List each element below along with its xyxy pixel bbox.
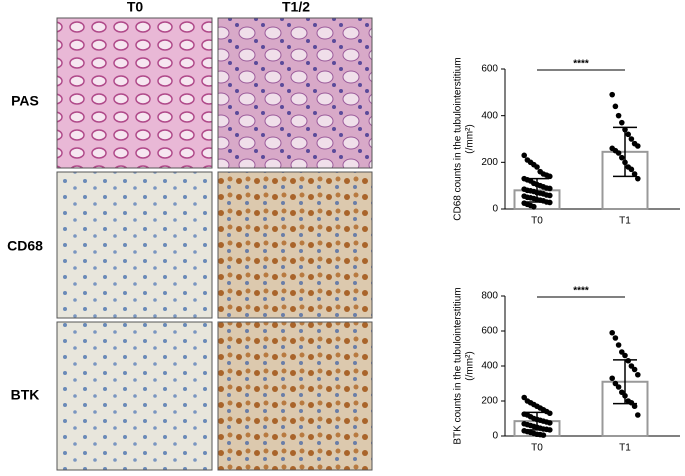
significance-label: **** xyxy=(573,59,589,70)
y-axis-label: (/mm²) xyxy=(465,351,476,380)
y-tick-label: 400 xyxy=(481,110,498,121)
x-tick-label: T1 xyxy=(619,443,631,454)
data-point xyxy=(631,171,638,177)
y-tick-label: 200 xyxy=(481,396,498,407)
data-point xyxy=(547,427,553,433)
image xyxy=(217,171,373,319)
data-point xyxy=(521,152,527,159)
data-point xyxy=(609,329,615,336)
image xyxy=(56,171,213,319)
data-point xyxy=(615,384,622,390)
y-tick-label: 0 xyxy=(492,204,498,215)
data-point xyxy=(531,203,537,210)
data-point xyxy=(547,173,553,180)
data-point xyxy=(547,410,553,417)
data-point xyxy=(615,112,622,119)
image xyxy=(217,321,373,471)
data-point xyxy=(615,342,622,348)
data-point xyxy=(619,119,625,126)
column-label: T0 xyxy=(127,0,144,15)
data-point xyxy=(609,91,615,98)
x-tick-label: T1 xyxy=(619,216,631,227)
y-axis-label: CD68 counts in the tubulointerstitium xyxy=(453,57,464,220)
row-label: BTK xyxy=(11,387,40,403)
data-point xyxy=(631,403,638,410)
data-point xyxy=(625,357,631,364)
data-point xyxy=(635,143,641,149)
image xyxy=(56,321,213,471)
data-point xyxy=(635,371,641,378)
data-point xyxy=(612,335,619,341)
data-point xyxy=(628,136,635,142)
data-point xyxy=(547,185,553,192)
data-point xyxy=(631,366,638,373)
y-axis-label: (/mm²) xyxy=(465,124,476,153)
y-tick-label: 200 xyxy=(481,157,498,168)
data-point xyxy=(612,103,619,110)
y-tick-label: 800 xyxy=(481,291,498,302)
data-point xyxy=(534,164,540,170)
data-point xyxy=(609,375,615,382)
data-point xyxy=(619,154,625,161)
y-tick-label: 600 xyxy=(481,64,498,75)
y-tick-label: 600 xyxy=(481,326,498,337)
data-point xyxy=(628,166,635,173)
y-axis-label: BTK counts in the tubulointerstitium xyxy=(453,287,464,444)
significance-label: **** xyxy=(573,286,589,297)
bar xyxy=(601,380,649,437)
data-point xyxy=(540,432,547,438)
data-point xyxy=(622,352,628,359)
data-point xyxy=(625,131,631,138)
data-point xyxy=(547,192,553,199)
y-tick-label: 0 xyxy=(492,431,498,442)
row-label: PAS xyxy=(11,93,39,109)
data-point xyxy=(547,199,553,206)
data-point xyxy=(635,412,641,418)
column-label: T1/2 xyxy=(282,0,310,15)
y-tick-label: 400 xyxy=(481,361,498,372)
image xyxy=(56,17,213,169)
data-point xyxy=(635,175,641,182)
x-tick-label: T0 xyxy=(531,443,543,454)
image xyxy=(217,17,373,169)
x-tick-label: T0 xyxy=(531,216,543,227)
row-label: CD68 xyxy=(7,238,43,254)
data-point xyxy=(615,150,622,156)
data-point xyxy=(547,420,553,426)
